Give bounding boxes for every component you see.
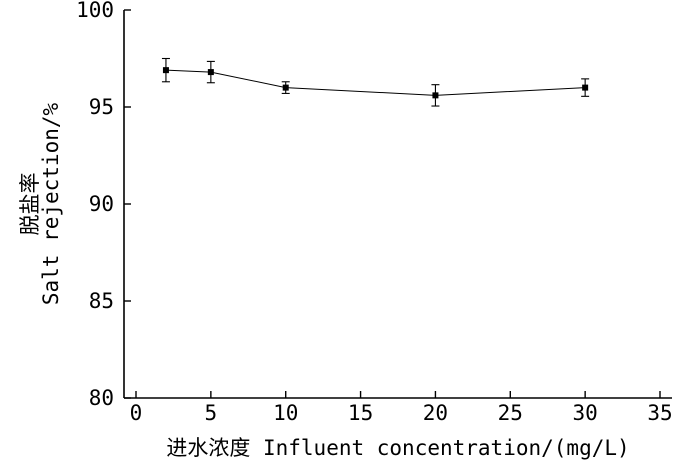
data-point — [582, 84, 589, 91]
data-point — [432, 92, 439, 99]
x-tick-label: 25 — [498, 401, 523, 425]
x-ticks: 0 5 10 15 20 25 30 35 — [130, 391, 673, 425]
x-tick-label: 5 — [205, 401, 218, 425]
y-axis-label-english: Salt rejection/% — [39, 103, 63, 306]
y-tick-label: 90 — [89, 192, 114, 216]
plot-area — [161, 57, 590, 107]
x-tick-label: 20 — [423, 401, 448, 425]
y-tick-label: 85 — [89, 289, 114, 313]
y-tick-label: 95 — [89, 95, 114, 119]
axes — [123, 10, 672, 399]
data-point — [162, 67, 169, 74]
series-line — [165, 69, 586, 96]
x-tick-label: 10 — [273, 401, 298, 425]
data-point — [282, 84, 289, 91]
y-tick-label: 80 — [89, 386, 114, 410]
y-ticks: 80 85 90 95 100 — [76, 0, 131, 410]
x-tick-label: 30 — [572, 401, 597, 425]
x-tick-label: 35 — [647, 401, 672, 425]
data-point — [207, 69, 214, 76]
x-axis-label: 进水浓度 Influent concentration/(mg/L) — [166, 436, 629, 460]
x-tick-label: 15 — [348, 401, 373, 425]
y-tick-label: 100 — [76, 0, 114, 22]
x-tick-label: 0 — [130, 401, 143, 425]
y-axis-label-chinese: 脱盐率 — [18, 173, 42, 236]
